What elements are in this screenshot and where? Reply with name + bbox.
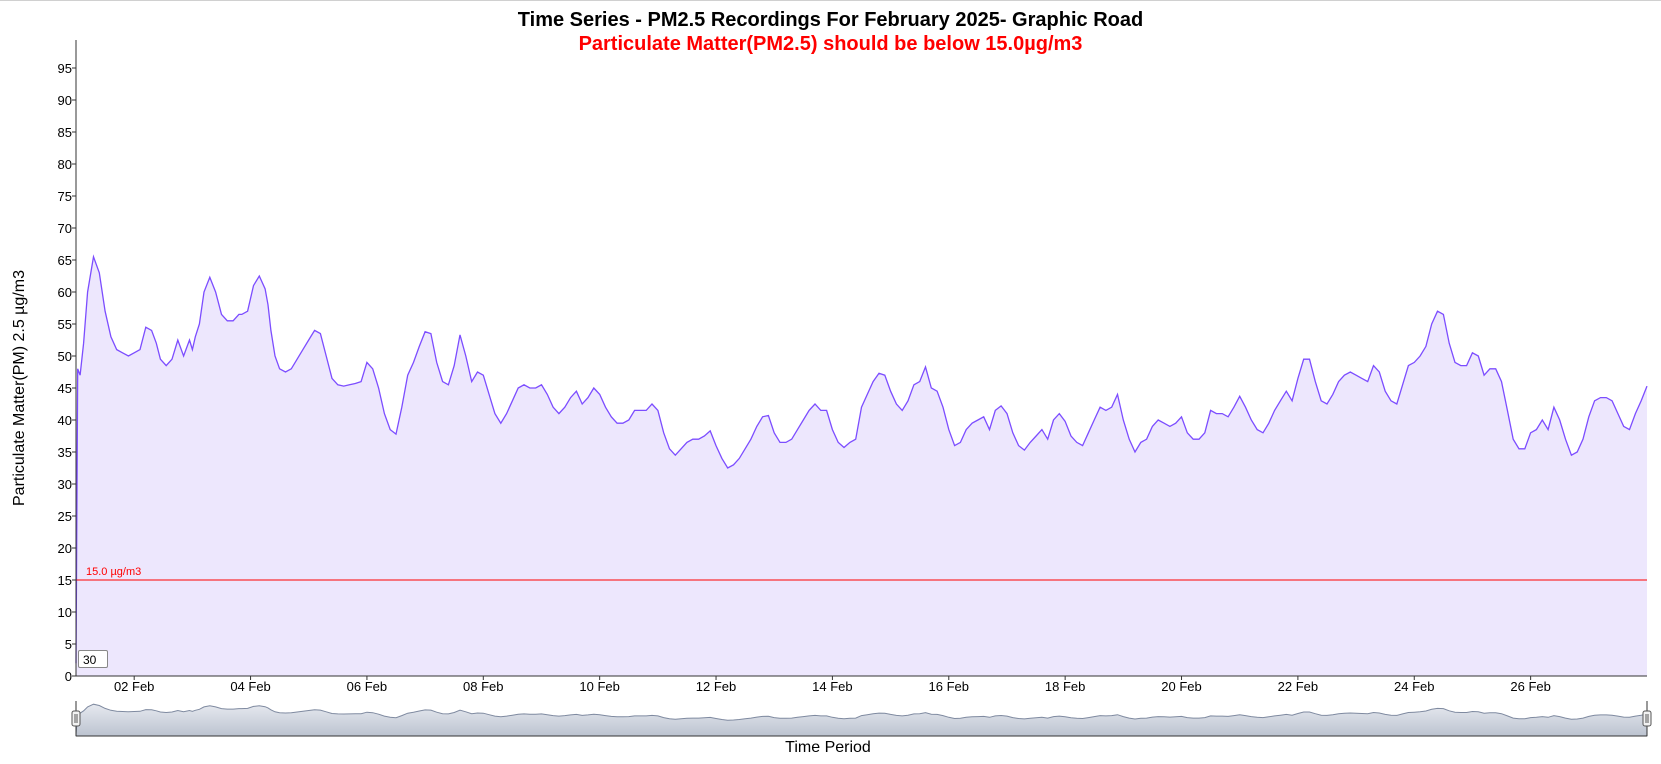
navigator[interactable] [71, 701, 1652, 737]
y-tick-label: 55 [58, 317, 72, 332]
y-tick-label: 80 [58, 157, 72, 172]
y-tick-label: 5 [65, 637, 72, 652]
x-tick-label: 10 Feb [579, 679, 619, 694]
y-tick-label: 95 [58, 61, 72, 76]
area-layer: 15.0 µg/m3 [75, 254, 1648, 676]
x-axis-title: Time Period [785, 739, 871, 756]
x-tick-label: 26 Feb [1510, 679, 1550, 694]
y-tick-label: 70 [58, 221, 72, 236]
navigator-left-handle[interactable] [71, 710, 81, 727]
x-tick-label: 06 Feb [347, 679, 387, 694]
x-tick-label: 22 Feb [1278, 679, 1318, 694]
chart-title: Time Series - PM2.5 Recordings For Febru… [517, 9, 1144, 31]
y-tick-label: 20 [58, 541, 72, 556]
x-tick-label: 08 Feb [463, 679, 503, 694]
x-tick-label: 14 Feb [812, 679, 852, 694]
x-tick-label: 12 Feb [696, 679, 736, 694]
y-tick-label: 0 [65, 669, 72, 684]
series-area [76, 256, 1647, 676]
y-tick-label: 65 [58, 253, 72, 268]
y-axis-title: Particulate Matter(PM) 2.5 µg/m3 [11, 270, 28, 506]
navigator-right-handle[interactable] [1642, 710, 1652, 727]
navigator-series [75, 703, 1648, 737]
y-tick-label: 60 [58, 285, 72, 300]
x-tick-label: 20 Feb [1161, 679, 1201, 694]
chart-subtitle: Particulate Matter(PM2.5) should be belo… [578, 33, 1083, 55]
y-tick-label: 90 [58, 93, 72, 108]
y-tick-label: 40 [58, 413, 72, 428]
x-tick-label: 02 Feb [114, 679, 154, 694]
x-tick-label: 18 Feb [1045, 679, 1085, 694]
zoom-input[interactable]: 30 [78, 650, 108, 668]
y-tick-label: 30 [58, 477, 72, 492]
x-tick-label: 16 Feb [929, 679, 969, 694]
y-tick-label: 50 [58, 349, 72, 364]
threshold-label: 15.0 µg/m3 [86, 566, 141, 578]
x-tick-label: 04 Feb [230, 679, 270, 694]
y-tick-label: 45 [58, 381, 72, 396]
axis-layer: 0 5 10 15 20 25 30 35 40 45 50 55 60 65 70 75 80 85 90 95 02… [58, 40, 1647, 694]
y-tick-label: 15 [58, 573, 72, 588]
y-tick-label: 85 [58, 125, 72, 140]
y-tick-label: 10 [58, 605, 72, 620]
series-line [75, 254, 1648, 664]
y-tick-label: 75 [58, 189, 72, 204]
x-tick-label: 24 Feb [1394, 679, 1434, 694]
top-border [0, 0, 1661, 1]
y-tick-label: 25 [58, 509, 72, 524]
y-tick-label: 35 [58, 445, 72, 460]
